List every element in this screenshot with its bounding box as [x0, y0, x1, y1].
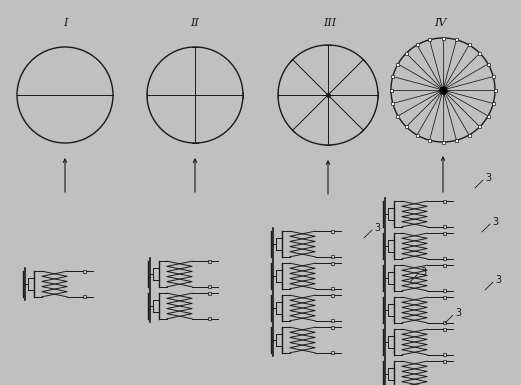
Bar [441, 141, 444, 144]
Bar [487, 114, 490, 117]
Text: 3: 3 [485, 173, 491, 183]
Bar [405, 52, 408, 55]
Bar [331, 255, 334, 258]
Text: II: II [191, 18, 200, 28]
Bar [441, 37, 444, 40]
Bar [478, 52, 481, 55]
Bar [455, 38, 458, 41]
Text: 3: 3 [495, 275, 501, 285]
Bar [443, 296, 446, 299]
Bar [331, 262, 334, 265]
Text: 3: 3 [420, 267, 426, 277]
Bar [443, 353, 446, 356]
Text: III: III [324, 18, 337, 28]
Bar [331, 319, 334, 322]
Bar [492, 75, 495, 78]
Bar [208, 317, 211, 320]
Bar [83, 295, 86, 298]
Bar [443, 232, 446, 235]
Bar [443, 289, 446, 292]
Bar [208, 292, 211, 295]
Text: 3: 3 [492, 217, 498, 227]
Bar [443, 360, 446, 363]
Bar [443, 257, 446, 260]
Bar [416, 134, 418, 137]
Text: I: I [63, 18, 67, 28]
Text: IV: IV [434, 18, 446, 28]
Bar [492, 102, 495, 105]
Bar [396, 62, 400, 65]
Bar [467, 134, 470, 137]
Bar [83, 270, 86, 273]
Bar [390, 89, 392, 92]
Bar [331, 326, 334, 329]
Bar [416, 44, 418, 47]
Bar [331, 230, 334, 233]
Bar [208, 285, 211, 288]
Text: 3: 3 [455, 308, 461, 318]
Bar [443, 225, 446, 228]
Bar [487, 62, 490, 65]
Bar [455, 139, 458, 142]
Bar [478, 125, 481, 128]
Bar [443, 200, 446, 203]
Bar [428, 38, 431, 41]
Bar [396, 114, 400, 117]
Bar [493, 89, 497, 92]
Bar [391, 102, 394, 105]
Bar [331, 287, 334, 290]
Bar [331, 351, 334, 354]
Bar [405, 125, 408, 128]
Bar [443, 264, 446, 267]
Text: 3: 3 [374, 223, 380, 233]
Bar [443, 328, 446, 331]
Bar [467, 44, 470, 47]
Bar [391, 75, 394, 78]
Bar [208, 260, 211, 263]
Bar [331, 294, 334, 297]
Bar [443, 321, 446, 324]
Bar [428, 139, 431, 142]
